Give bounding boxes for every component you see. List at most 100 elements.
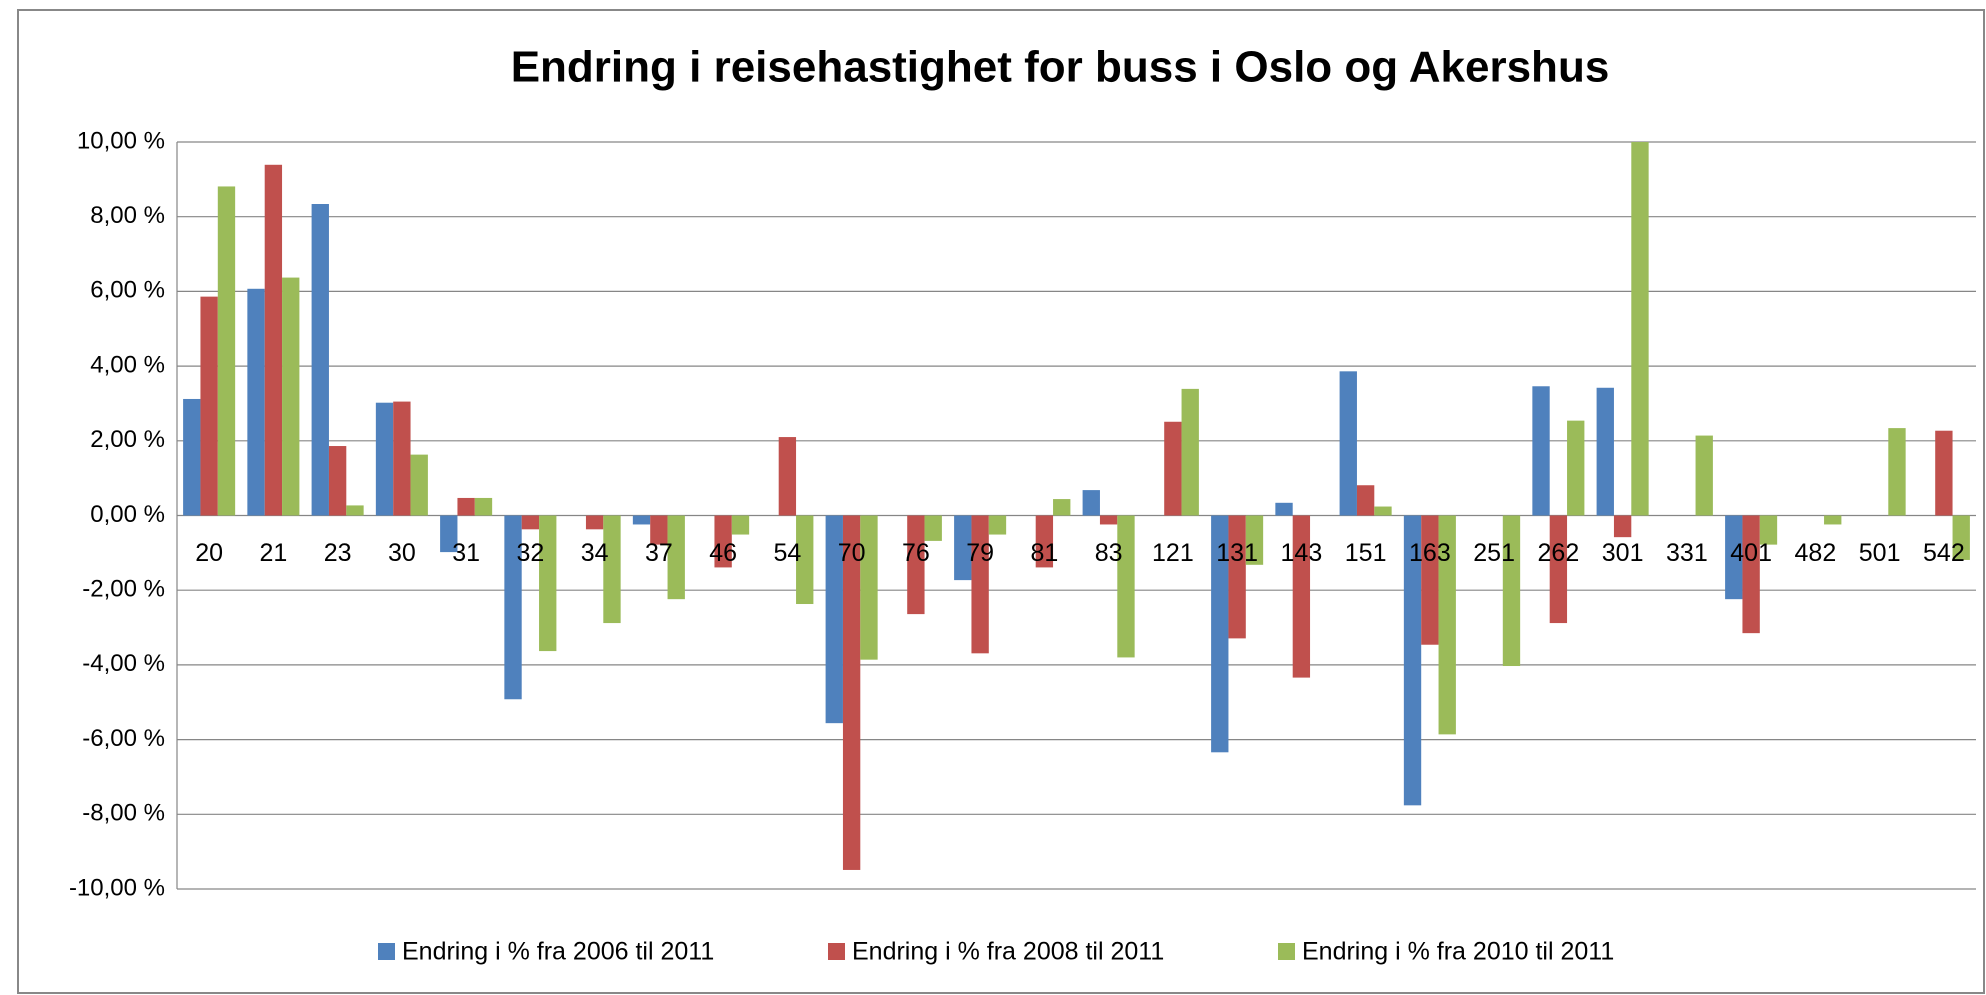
- bar: [457, 497, 475, 516]
- x-tick-label: 70: [838, 539, 866, 567]
- y-tick-label: -6,00 %: [82, 725, 165, 752]
- bar: [217, 186, 236, 516]
- x-tick-label: 30: [388, 539, 416, 567]
- bar: [1421, 515, 1439, 645]
- bar: [731, 515, 750, 535]
- bar: [1549, 515, 1568, 624]
- bar: [1725, 515, 1743, 600]
- x-tick-label: 131: [1216, 539, 1258, 567]
- bar: [1245, 515, 1264, 565]
- x-tick-label: 542: [1923, 539, 1965, 567]
- bar: [1952, 515, 1970, 560]
- x-tick-label: 83: [1095, 539, 1123, 567]
- bar: [1053, 499, 1071, 516]
- bar: [1502, 515, 1521, 667]
- x-tick-label: 501: [1859, 539, 1901, 567]
- bar: [311, 204, 329, 516]
- bar: [1117, 515, 1135, 658]
- bar: [585, 515, 604, 530]
- x-tick-label: 79: [966, 539, 994, 567]
- bar: [1742, 515, 1760, 634]
- bar: [971, 515, 989, 654]
- bar: [778, 437, 797, 516]
- bar: [375, 402, 394, 516]
- bar: [924, 515, 942, 541]
- bar: [1613, 515, 1632, 538]
- bar: [1403, 515, 1422, 806]
- bar: [907, 515, 925, 615]
- x-tick-label: 151: [1345, 539, 1387, 567]
- x-tick-label: 32: [516, 539, 544, 567]
- bar: [714, 515, 732, 568]
- bar: [1532, 386, 1550, 516]
- x-tick-label: 31: [452, 539, 480, 567]
- bar: [1374, 506, 1392, 516]
- x-tick-label: 143: [1281, 539, 1323, 567]
- bar: [1211, 515, 1229, 753]
- y-tick-label: 8,00 %: [90, 202, 165, 229]
- bar: [328, 446, 347, 516]
- x-tick-label: 301: [1602, 539, 1644, 567]
- y-tick-label: 0,00 %: [90, 501, 165, 528]
- bar: [860, 515, 878, 660]
- bar: [842, 515, 861, 870]
- x-tick-label: 262: [1538, 539, 1580, 567]
- x-tick-label: 37: [645, 539, 673, 567]
- bar: [1824, 515, 1842, 525]
- y-tick-label: 10,00 %: [77, 127, 165, 154]
- bar: [1631, 142, 1649, 516]
- y-tick-label: -8,00 %: [82, 800, 165, 827]
- bar: [1228, 515, 1246, 639]
- bar: [1567, 420, 1585, 516]
- x-tick-label: 163: [1409, 539, 1451, 567]
- legend-label: Endring i % fra 2008 til 2011: [852, 938, 1164, 966]
- bar: [1181, 388, 1199, 516]
- bar: [393, 401, 411, 516]
- y-tick-label: 6,00 %: [90, 277, 165, 304]
- bar: [1438, 515, 1456, 735]
- bar: [346, 505, 364, 516]
- bar: [796, 515, 814, 605]
- legend-swatch: [1278, 943, 1295, 960]
- bar: [1935, 430, 1953, 516]
- bar: [1888, 428, 1906, 516]
- bar: [954, 515, 972, 581]
- x-tick-label: 54: [773, 539, 801, 567]
- bar: [410, 454, 428, 516]
- x-tick-label: 21: [259, 539, 287, 567]
- bar: [603, 515, 621, 624]
- bar: [1164, 421, 1182, 516]
- x-tick-label: 251: [1473, 539, 1515, 567]
- legend-swatch: [378, 943, 395, 960]
- x-tick-label: 76: [902, 539, 930, 567]
- bar: [1035, 515, 1054, 568]
- bar: [1292, 515, 1311, 678]
- x-tick-label: 34: [581, 539, 609, 567]
- x-tick-label: 482: [1795, 539, 1837, 567]
- bar: [1099, 515, 1118, 525]
- x-tick-label: 121: [1152, 539, 1194, 567]
- bar: [825, 515, 843, 724]
- bar: [1759, 515, 1778, 545]
- bar: [282, 277, 300, 516]
- y-tick-label: -10,00 %: [69, 874, 165, 901]
- legend-label: Endring i % fra 2006 til 2011: [402, 938, 714, 966]
- bar: [1695, 435, 1713, 516]
- y-tick-label: 4,00 %: [90, 351, 165, 378]
- bar: [1339, 371, 1357, 516]
- x-tick-label: 81: [1030, 539, 1058, 567]
- bar: [1356, 485, 1375, 516]
- bar: [183, 398, 201, 516]
- x-tick-label: 23: [324, 539, 352, 567]
- bar: [1275, 502, 1293, 516]
- bar: [1596, 387, 1614, 516]
- chart-title: Endring i reisehastighet for buss i Oslo…: [511, 43, 1610, 92]
- bar: [200, 296, 218, 516]
- y-tick-label: -4,00 %: [82, 650, 165, 677]
- bar: [539, 515, 557, 652]
- legend-label: Endring i % fra 2010 til 2011: [1302, 938, 1614, 966]
- bar: [650, 515, 668, 545]
- bar: [504, 515, 522, 700]
- legend-swatch: [828, 943, 845, 960]
